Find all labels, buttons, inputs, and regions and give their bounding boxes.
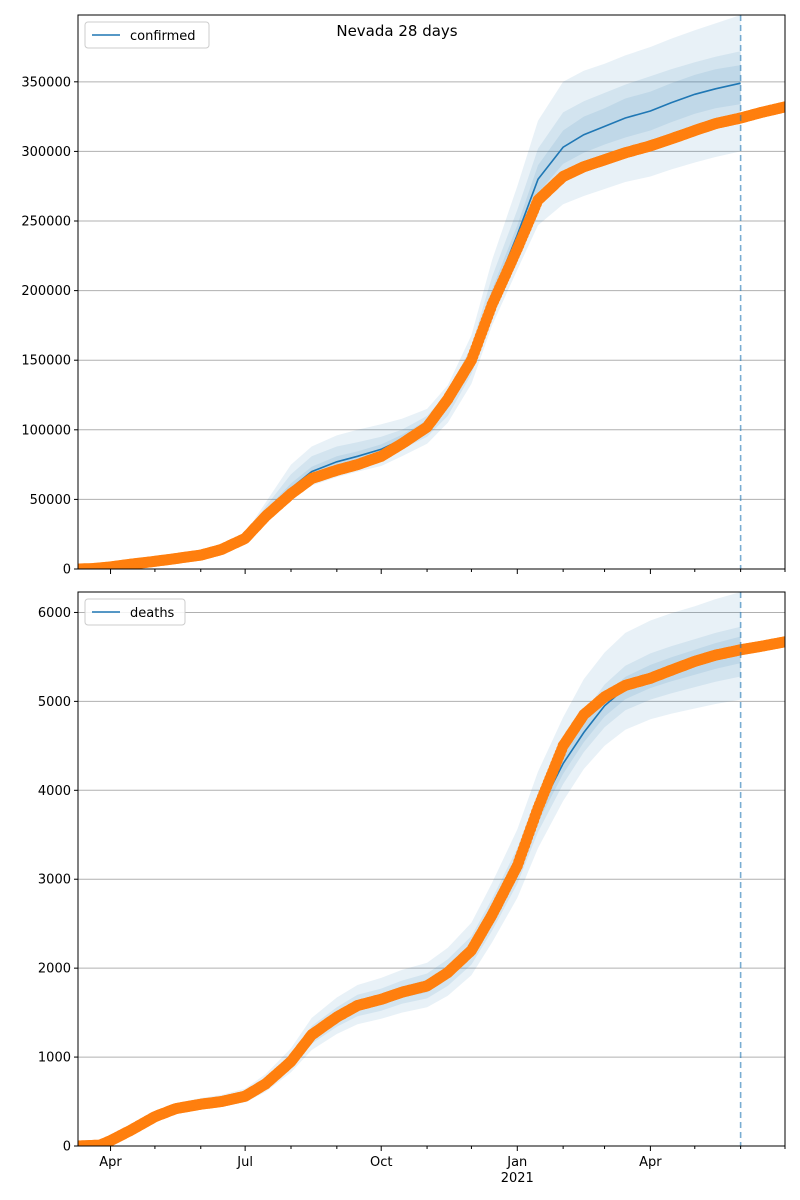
legend-label: confirmed bbox=[130, 29, 196, 44]
y-tick-label: 3000 bbox=[38, 873, 71, 888]
legend-box bbox=[84, 598, 186, 626]
y-tick-label: 100000 bbox=[21, 423, 71, 438]
x-tick-label: Apr bbox=[639, 1155, 662, 1170]
confirmed-panel: 0 50000 100000 150000 200000 250000 300000 3500… bbox=[21, 14, 786, 578]
x-tick-label: Oct bbox=[370, 1155, 392, 1170]
uncertainty-band-middle bbox=[78, 626, 741, 1146]
y-tick-label: 250000 bbox=[21, 215, 71, 230]
observed-point bbox=[779, 101, 785, 113]
uncertainty-band-outer bbox=[78, 15, 741, 569]
observed-point bbox=[779, 636, 785, 648]
x-tick-label: Apr bbox=[99, 1155, 122, 1170]
y-tick-label: 4000 bbox=[38, 784, 71, 799]
axes-frame bbox=[77, 14, 786, 570]
legend: deaths bbox=[84, 598, 186, 626]
legend-box bbox=[84, 21, 210, 49]
legend-label: deaths bbox=[130, 606, 175, 621]
y-tick-label: 1000 bbox=[38, 1051, 71, 1066]
y-tick-label: 0 bbox=[63, 563, 71, 578]
axes-frame bbox=[77, 591, 786, 1147]
figure-title: Nevada 28 days bbox=[336, 22, 457, 40]
y-tick-label: 0 bbox=[63, 1140, 71, 1155]
model-line bbox=[78, 649, 741, 1146]
y-tick-label: 6000 bbox=[38, 606, 71, 621]
y-tick-label: 200000 bbox=[21, 284, 71, 299]
plot-area bbox=[78, 592, 785, 1146]
y-tick-label: 300000 bbox=[21, 145, 71, 160]
y-tick-label: 50000 bbox=[30, 493, 71, 508]
x-tick-label: Jan bbox=[506, 1155, 527, 1170]
deaths-panel: 0 1000 2000 3000 4000 5000 6000 Apr Jul Oct Jan202… bbox=[38, 591, 786, 1186]
y-tick-label: 5000 bbox=[38, 695, 71, 710]
plot-area bbox=[78, 15, 785, 569]
legend: confirmed bbox=[84, 21, 210, 49]
y-tick-label: 150000 bbox=[21, 354, 71, 369]
uncertainty-band-inner bbox=[78, 65, 741, 569]
x-tick-label: Jul bbox=[236, 1155, 253, 1170]
uncertainty-band-middle bbox=[78, 51, 741, 569]
y-tick-label: 350000 bbox=[21, 75, 71, 90]
x-year-label: 2021 bbox=[501, 1171, 534, 1186]
y-tick-label: 2000 bbox=[38, 962, 71, 977]
